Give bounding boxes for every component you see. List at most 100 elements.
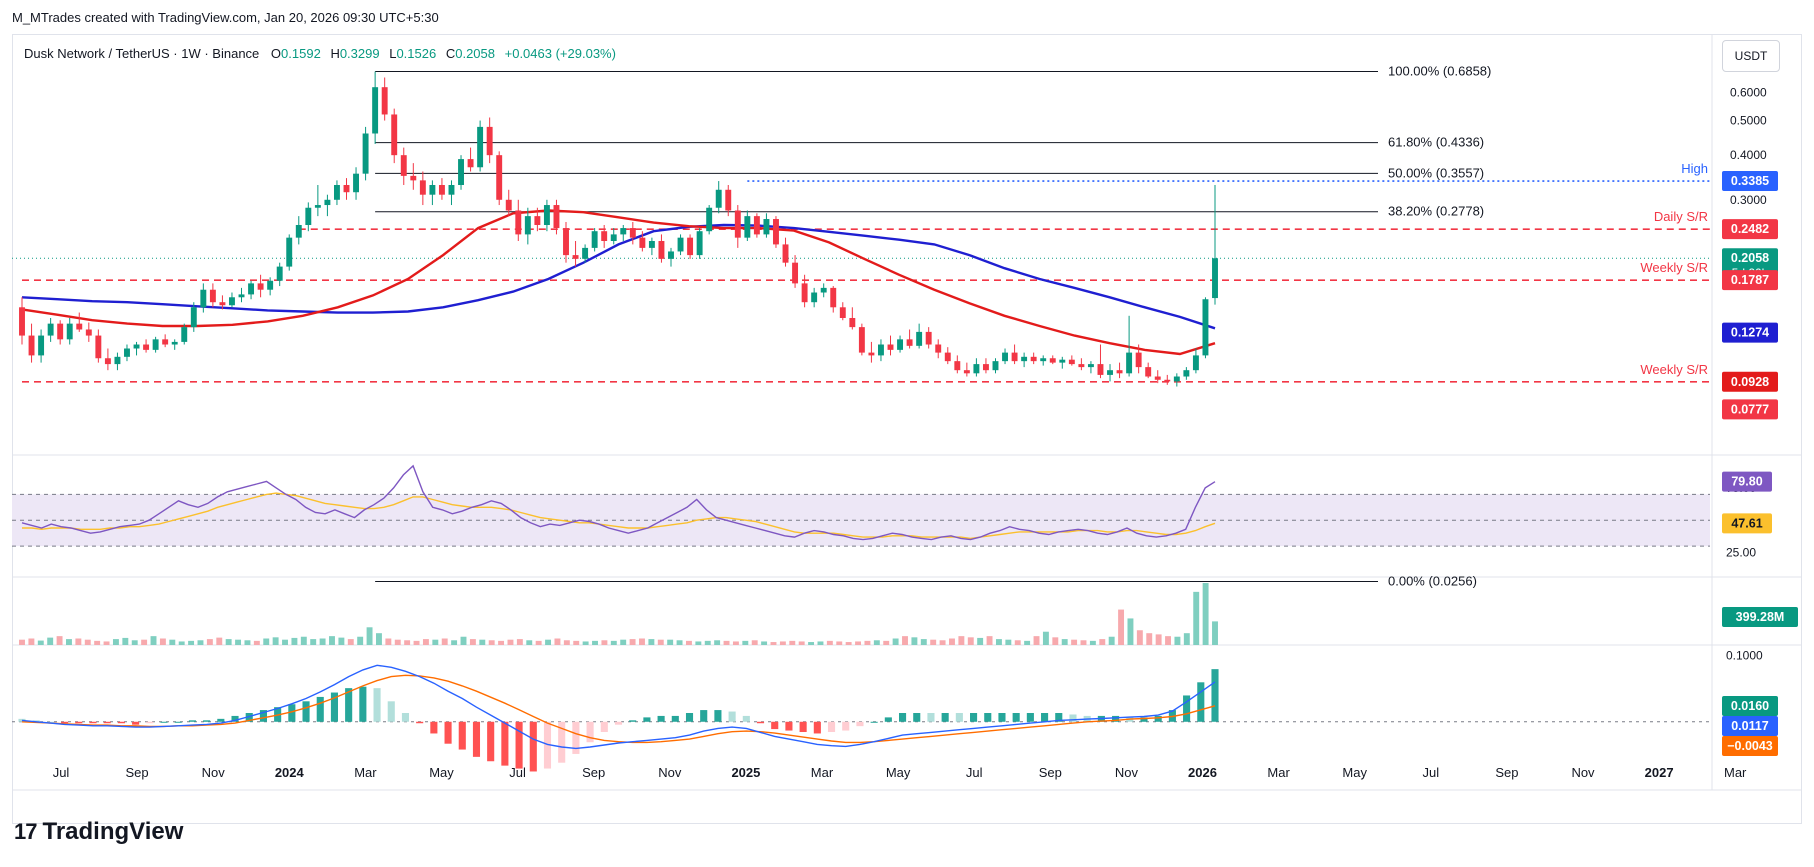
price-axis-tick: 0.3000 [1730, 193, 1767, 207]
fibonacci-label: 38.20% (0.2778) [1388, 204, 1484, 219]
macd-histogram-bar [941, 713, 949, 722]
macd-histogram-bar [487, 721, 495, 762]
volume-bar [432, 639, 439, 645]
macd-histogram-bar [913, 713, 921, 722]
macd-histogram-bar [600, 721, 608, 733]
volume-bar [554, 638, 561, 645]
volume-bar [1193, 591, 1200, 645]
time-axis-tick: 2024 [275, 765, 305, 780]
volume-bar [253, 640, 260, 645]
volume-bar [639, 638, 645, 645]
volume-bar [28, 638, 35, 645]
candle-body [658, 240, 665, 259]
macd-histogram-bar [870, 721, 878, 723]
volume-bar [592, 640, 598, 645]
candle-body [324, 199, 331, 206]
candle-body [85, 329, 92, 336]
candle-body [868, 352, 875, 356]
macd-histogram-bar [472, 721, 481, 757]
volume-bar [892, 638, 899, 645]
macd-histogram-bar [373, 688, 381, 722]
volume-bar [244, 640, 251, 645]
candle-body [419, 180, 426, 195]
candle-body [143, 344, 150, 350]
candle-body [181, 327, 188, 342]
volume-bar [394, 639, 401, 645]
candle-body [629, 228, 636, 238]
candle-body [305, 207, 312, 225]
volume-bar [56, 636, 63, 645]
macd-histogram-bar [842, 721, 850, 731]
macd-value-tag [1722, 696, 1778, 716]
tradingview-logo[interactable]: 17 TradingView [14, 818, 183, 846]
volume-bar [329, 636, 335, 645]
candle-body [276, 266, 283, 281]
macd-histogram-bar [288, 704, 296, 722]
price-tag [1722, 371, 1778, 392]
macd-histogram-bar [316, 696, 324, 722]
candle-body [620, 228, 627, 235]
candle-body [114, 356, 121, 365]
candle-body [792, 262, 799, 284]
candle-body [1154, 376, 1161, 380]
candle-body [391, 114, 398, 156]
time-axis-tick: Sep [1039, 765, 1062, 780]
candle-body [400, 155, 407, 176]
price-tag [1722, 270, 1778, 291]
chart-attribution: M_MTrades created with TradingView.com, … [12, 10, 439, 25]
macd-histogram-bar [827, 721, 836, 733]
candle-body [200, 289, 207, 308]
volume-bar [545, 639, 552, 645]
volume-bar [441, 638, 448, 645]
price-axis-tick: 0.5000 [1730, 114, 1767, 128]
volume-bar [75, 638, 82, 645]
macd-histogram-bar [174, 721, 182, 723]
volume-bar [131, 640, 138, 645]
macd-histogram-bar [756, 721, 765, 724]
volume-bar [169, 639, 176, 645]
symbol-title[interactable]: Dusk Network / TetherUS · 1W · Binance [24, 46, 260, 61]
candle-body [57, 323, 64, 340]
volume-value-label: 399.28M [1736, 610, 1785, 624]
candle-body [591, 231, 598, 248]
candle-body [190, 307, 197, 328]
price-axis-tick: 0.6000 [1730, 85, 1767, 99]
candle-body [1068, 359, 1075, 365]
macd-histogram-bar [259, 710, 267, 722]
macd-histogram-bar [89, 721, 97, 724]
candle-body [1145, 367, 1152, 377]
macd-histogram-bar [345, 688, 353, 722]
volume-bar [488, 640, 495, 645]
candle-body [1011, 352, 1018, 362]
volume-bar [272, 637, 279, 645]
macd-histogram-bar [132, 721, 140, 725]
rsi-value-tag [1722, 471, 1772, 492]
candle-body [973, 364, 980, 374]
macd-histogram-bar [643, 717, 651, 722]
candle-body [916, 331, 923, 346]
macd-histogram-bar [444, 721, 452, 744]
volume-bar [995, 639, 1002, 645]
volume-bar [704, 640, 711, 645]
volume-bar [714, 640, 721, 645]
candle-body [28, 335, 35, 356]
currency-button[interactable]: USDT [1722, 40, 1780, 72]
candle-body [1087, 364, 1094, 368]
macd-histogram-bar [998, 713, 1006, 722]
volume-bar [695, 641, 702, 645]
candle-body [496, 155, 503, 200]
volume-bar [1033, 636, 1040, 645]
macd-histogram-bar [1012, 713, 1020, 722]
macd-histogram-bar [217, 718, 225, 722]
macd-histogram-bar [1026, 713, 1034, 722]
high-value: 0.3299 [339, 46, 380, 61]
candle-body [333, 185, 340, 200]
macd-histogram-bar [146, 721, 154, 724]
volume-bar [582, 641, 589, 645]
candle-body [639, 237, 646, 248]
candle-body [286, 237, 293, 267]
volume-bar [1212, 621, 1218, 645]
price-tag-label: 0.2482 [1731, 222, 1769, 236]
macd-histogram-bar [359, 686, 367, 722]
candle-body [314, 205, 321, 208]
